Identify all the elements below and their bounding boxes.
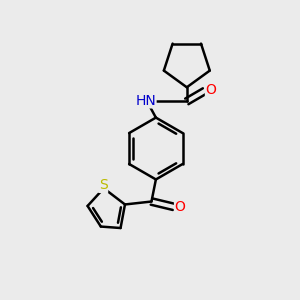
Text: S: S [99, 178, 108, 192]
Text: O: O [206, 82, 216, 97]
Text: HN: HN [135, 94, 156, 108]
Text: O: O [175, 200, 185, 214]
